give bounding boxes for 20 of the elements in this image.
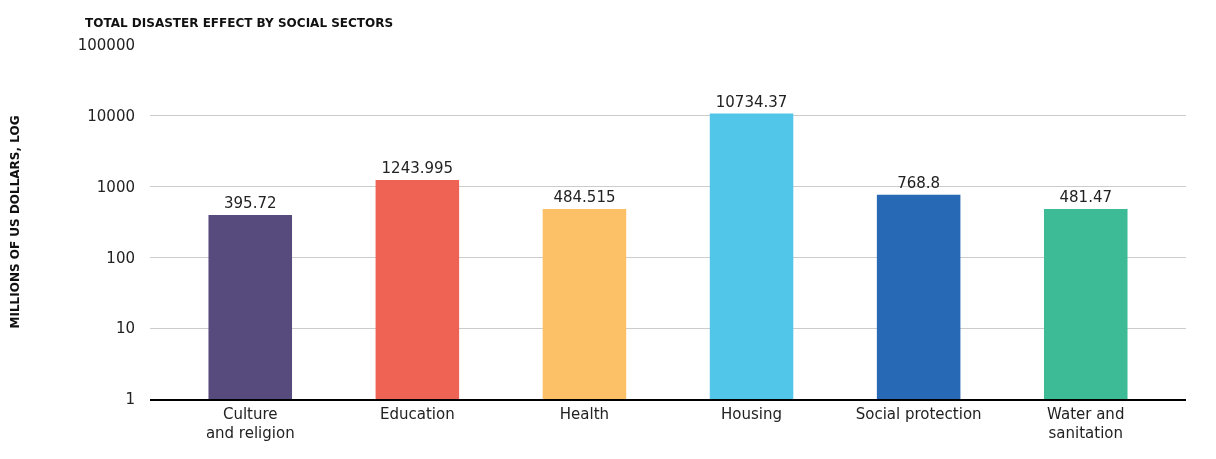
- y-tick-label: 10000: [87, 107, 135, 126]
- x-tick-label: Housing: [721, 404, 783, 423]
- x-tick-label: Health: [559, 404, 610, 423]
- y-tick-label: 100: [106, 248, 135, 267]
- data-label: 484.515: [553, 187, 616, 206]
- data-label: 10734.37: [715, 92, 788, 111]
- data-label: 481.47: [1059, 188, 1112, 207]
- x-tick-label: Water and sanitation: [1047, 404, 1125, 443]
- x-tick-label: Education: [380, 404, 455, 423]
- data-label: 395.72: [224, 194, 277, 213]
- data-label: 1243.995: [381, 158, 454, 177]
- data-label: 768.8: [897, 173, 941, 192]
- chart-title: TOTAL DISASTER EFFECT BY SOCIAL SECTORS: [85, 15, 394, 30]
- x-tick-label: Culture and religion: [205, 404, 295, 443]
- y-tick-label: 10: [115, 319, 135, 338]
- y-tick-label: 1000: [96, 177, 135, 196]
- x-tick-label: Social protection: [855, 404, 982, 423]
- y-tick-label: 1: [125, 390, 135, 409]
- y-axis-title: MILLIONS OF US DOLLARS, LOG: [8, 115, 23, 329]
- y-tick-label: 100000: [77, 36, 135, 55]
